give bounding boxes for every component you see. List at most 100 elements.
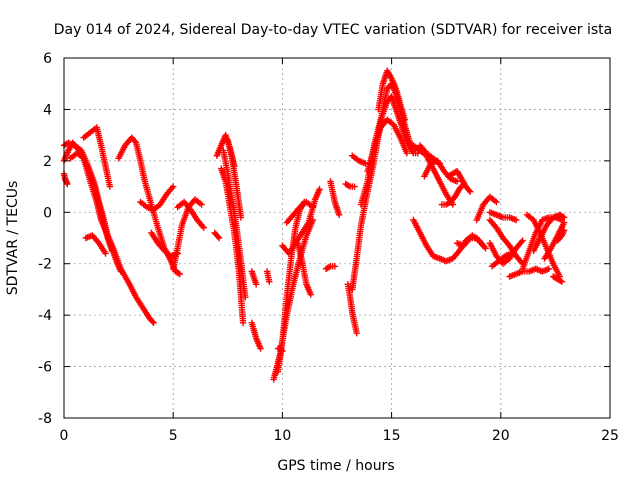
- data-point: [237, 214, 245, 221]
- series-arc06: [82, 232, 109, 257]
- x-tick-labels: 0 5 10 15 20 25: [60, 428, 619, 444]
- series-arc14: [220, 147, 249, 301]
- series-arc05: [60, 170, 71, 188]
- data-point: [198, 201, 205, 208]
- axis-ticks: [63, 57, 611, 419]
- x-tick-label: 25: [601, 428, 619, 444]
- data-point: [215, 234, 223, 242]
- x-tick-label: 10: [273, 428, 291, 444]
- data-point: [257, 345, 264, 352]
- series-arc39: [445, 167, 474, 195]
- series-arc16: [224, 137, 245, 221]
- data-point: [467, 188, 474, 195]
- series-arc04: [80, 124, 114, 190]
- x-tick-label: 5: [169, 428, 178, 444]
- series-arc15: [218, 165, 247, 327]
- data-point: [307, 291, 314, 298]
- x-tick-label: 20: [492, 428, 510, 444]
- y-tick-label: 6: [43, 51, 52, 67]
- series-arc08: [137, 183, 177, 213]
- series-arc17: [248, 319, 264, 352]
- data-point: [102, 250, 109, 257]
- data-point: [214, 233, 222, 240]
- series-arc49: [523, 211, 563, 280]
- data-point: [401, 116, 408, 123]
- series-arc23: [274, 345, 286, 355]
- data-point: [106, 183, 114, 190]
- y-tick-label: 0: [43, 205, 52, 221]
- series-arc52: [550, 273, 566, 285]
- data-point: [331, 263, 339, 270]
- data-point: [200, 224, 207, 231]
- series-arc03: [67, 149, 116, 255]
- data-marks: [60, 67, 568, 383]
- series-arc29: [344, 281, 360, 337]
- data-point: [170, 183, 177, 190]
- data-point: [117, 268, 124, 275]
- series-arc45: [488, 250, 515, 270]
- x-tick-label: 0: [60, 428, 69, 444]
- y-tick-label: 2: [43, 154, 52, 170]
- data-point: [239, 319, 247, 327]
- data-point: [560, 219, 568, 226]
- data-point: [436, 160, 443, 167]
- series-arc41: [453, 234, 487, 249]
- series-arc47: [506, 265, 553, 280]
- series-arc50: [530, 211, 568, 255]
- series-arc44: [486, 216, 526, 267]
- chart-title: Day 014 of 2024, Sidereal Day-to-day VTE…: [54, 22, 612, 38]
- data-point: [512, 216, 520, 224]
- data-point: [150, 319, 157, 327]
- series-arc22: [283, 198, 317, 226]
- data-point: [335, 211, 343, 219]
- series-arc32: [364, 116, 411, 175]
- y-tick-label: 4: [43, 102, 52, 118]
- data-point: [453, 178, 461, 185]
- data-point: [266, 278, 273, 285]
- data-point: [508, 250, 515, 257]
- y-tick-label: -2: [38, 257, 52, 273]
- series-arc09: [148, 229, 181, 260]
- series-arc11: [174, 198, 207, 231]
- data-point: [108, 247, 116, 255]
- series-arc26: [322, 263, 339, 273]
- data-point: [519, 237, 526, 244]
- data-point: [558, 278, 566, 285]
- x-axis-label: GPS time / hours: [277, 458, 394, 474]
- data-point: [545, 265, 553, 273]
- series-arc07: [115, 134, 183, 278]
- data-point: [351, 183, 358, 190]
- series-arc53: [554, 227, 568, 244]
- data-point: [279, 347, 286, 355]
- data-point: [493, 198, 500, 206]
- data-point: [465, 187, 473, 194]
- data-point: [309, 203, 317, 211]
- data-point: [362, 160, 369, 167]
- data-point: [353, 329, 360, 337]
- data-point: [64, 180, 71, 188]
- y-tick-labels: -8 -6 -4 -2 0 2 4 6: [38, 51, 52, 427]
- series-arc37: [416, 142, 443, 167]
- data-point: [131, 138, 139, 145]
- series-arc34: [349, 152, 369, 167]
- y-axis-label: SDTVAR / TECUs: [5, 181, 21, 296]
- data-point: [480, 242, 487, 249]
- data-point: [316, 185, 323, 193]
- series-arc24: [263, 268, 273, 285]
- data-point: [403, 149, 411, 157]
- data-point: [252, 281, 260, 288]
- series-arc25: [294, 239, 314, 298]
- series-arc27: [327, 178, 343, 219]
- series-arc18: [248, 268, 260, 288]
- grid-lines: [64, 58, 610, 418]
- data-point: [560, 227, 568, 234]
- series-arc28: [342, 180, 358, 190]
- data-point: [149, 318, 156, 325]
- y-tick-label: -4: [38, 308, 52, 324]
- y-tick-label: -8: [38, 411, 52, 427]
- data-point: [278, 346, 285, 354]
- series-arc46: [486, 209, 520, 224]
- y-tick-label: -6: [38, 360, 52, 376]
- series-arc12: [211, 229, 223, 242]
